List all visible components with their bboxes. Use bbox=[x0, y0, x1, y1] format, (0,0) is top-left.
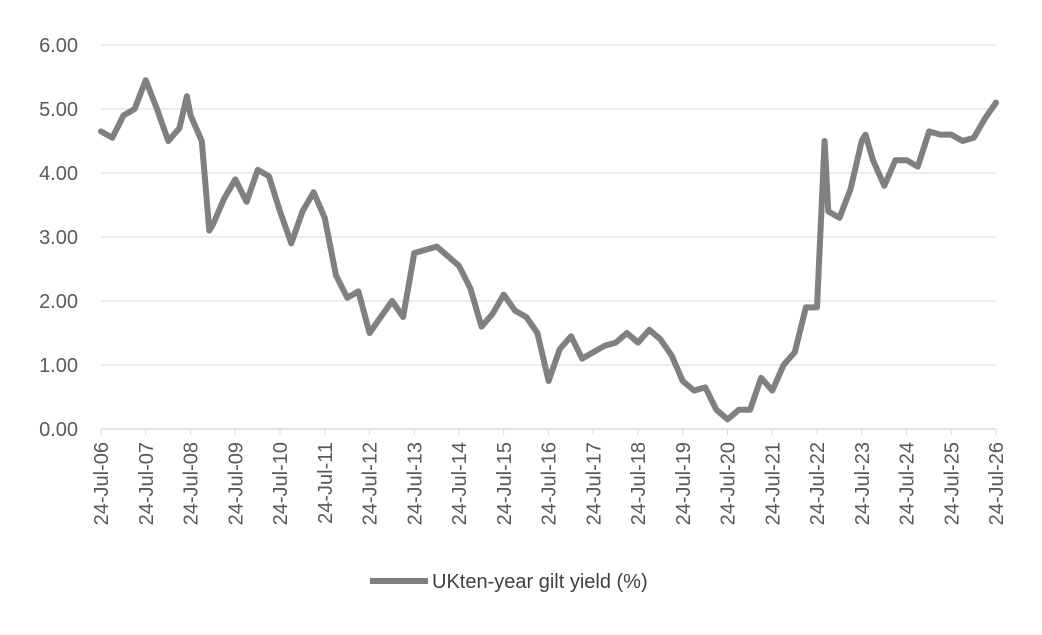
y-tick-label: 1.00 bbox=[39, 355, 78, 377]
x-tick-label: 24-Jul-16 bbox=[539, 442, 561, 525]
x-tick-label: 24-Jul-09 bbox=[225, 442, 247, 525]
y-tick-label: 2.00 bbox=[39, 291, 78, 313]
legend-label: UKten-year gilt yield (%) bbox=[432, 571, 648, 593]
x-tick-label: 24-Jul-19 bbox=[673, 442, 695, 525]
x-tick-label: 24-Jul-12 bbox=[360, 442, 382, 525]
y-tick-label: 0.00 bbox=[39, 419, 78, 441]
x-tick-label: 24-Jul-24 bbox=[897, 442, 919, 525]
x-tick-label: 24-Jul-10 bbox=[270, 442, 292, 525]
x-tick-label: 24-Jul-07 bbox=[136, 442, 158, 525]
y-tick-label: 4.00 bbox=[39, 163, 78, 185]
x-tick-label: 24-Jul-11 bbox=[315, 442, 337, 524]
x-tick-label: 24-Jul-25 bbox=[941, 442, 963, 525]
x-tick-label: 24-Jul-21 bbox=[762, 442, 784, 525]
x-axis-ticks: 24-Jul-06 24-Jul-07 24-Jul-08 24-Jul-09 24-J… bbox=[91, 429, 1008, 525]
y-axis-ticks: 0.00 1.00 2.00 3.00 4.00 5.00 6.00 bbox=[39, 35, 78, 441]
x-tick-label: 24-Jul-23 bbox=[852, 442, 874, 525]
series-layer bbox=[98, 77, 999, 423]
series-line-0 bbox=[98, 77, 999, 423]
gridlines bbox=[101, 44, 996, 430]
y-tick-label: 5.00 bbox=[39, 99, 78, 121]
x-tick-label: 24-Jul-14 bbox=[449, 442, 471, 525]
x-tick-label: 24-Jul-06 bbox=[91, 442, 113, 525]
x-tick-label: 24-Jul-18 bbox=[628, 442, 650, 525]
x-tick-label: 24-Jul-08 bbox=[181, 442, 203, 525]
legend: UKten-year gilt yield (%) bbox=[370, 571, 648, 593]
y-tick-label: 3.00 bbox=[39, 227, 78, 249]
x-tick-label: 24-Jul-22 bbox=[807, 442, 829, 525]
x-tick-label: 24-Jul-20 bbox=[718, 442, 740, 525]
x-tick-label: 24-Jul-15 bbox=[494, 442, 516, 525]
y-tick-label: 6.00 bbox=[39, 35, 78, 57]
x-tick-label: 24-Jul-26 bbox=[986, 442, 1008, 525]
x-tick-label: 24-Jul-13 bbox=[404, 442, 426, 525]
x-tick-label: 24-Jul-17 bbox=[583, 442, 605, 525]
